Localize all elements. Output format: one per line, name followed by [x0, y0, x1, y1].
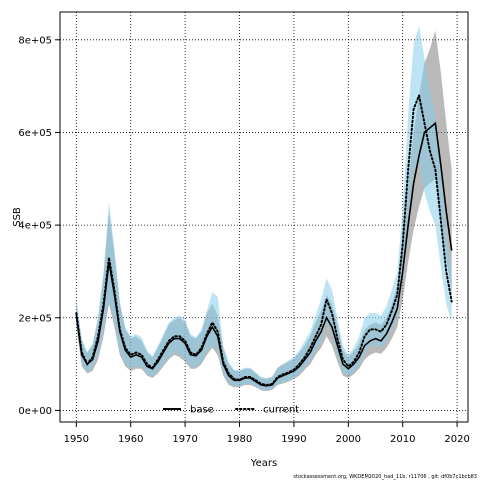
y-axis: 0e+00 2e+05 4e+05 6e+05 8e+05 [18, 35, 60, 417]
x-tick-label: 1950 [64, 434, 89, 445]
footer-credit: stockassessment.org, WKDEM2020_had_11b, … [293, 474, 477, 480]
x-tick-label: 1990 [281, 434, 306, 445]
plot-frame [59, 11, 469, 423]
x-tick-label: 2000 [336, 434, 361, 445]
x-tick-label: 2010 [390, 434, 415, 445]
y-tick-label: 2e+05 [18, 313, 52, 324]
confidence-bands [76, 25, 452, 391]
legend: base current [163, 405, 299, 416]
current-confidence-band [76, 25, 452, 391]
x-tick-label: 2020 [444, 434, 469, 445]
x-axis-title: Years [250, 458, 277, 469]
x-tick-label: 1960 [118, 434, 143, 445]
x-tick-label: 1980 [227, 434, 252, 445]
y-tick-label: 0e+00 [18, 406, 52, 417]
y-axis-title: SSB [12, 207, 23, 227]
current-series-line [75, 91, 453, 386]
legend-label-current: current [263, 405, 299, 416]
y-tick-label: 4e+05 [18, 221, 52, 232]
legend-label-base: base [190, 405, 214, 416]
y-tick-label: 8e+05 [18, 35, 52, 46]
x-axis: 1950 1960 1970 1980 1990 2000 2010 2020 [64, 422, 470, 445]
x-tick-label: 1970 [172, 434, 197, 445]
series-lines [75, 91, 453, 387]
y-tick-label: 6e+05 [18, 128, 52, 139]
